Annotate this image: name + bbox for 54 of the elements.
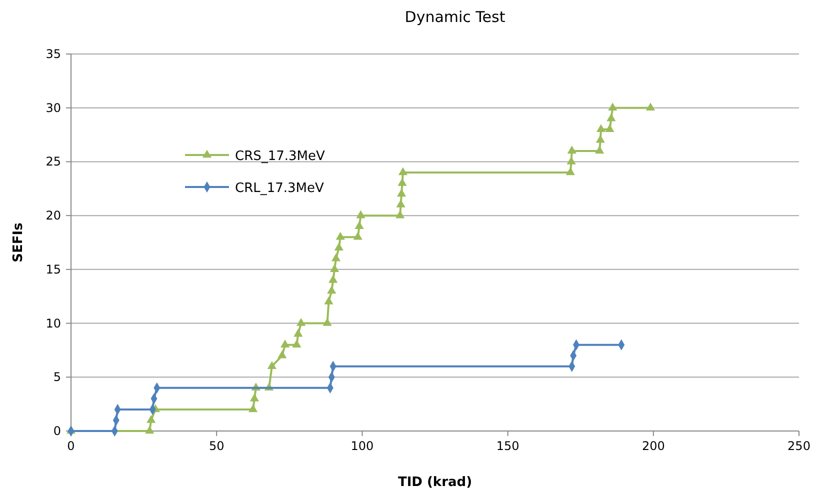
point xyxy=(294,328,303,337)
point xyxy=(395,210,405,218)
point xyxy=(396,188,406,197)
point xyxy=(328,274,338,283)
x-tick-label: 0 xyxy=(67,439,75,453)
point xyxy=(248,404,258,412)
point xyxy=(145,426,154,434)
point xyxy=(292,340,302,348)
point xyxy=(250,393,260,402)
x-axis-title: TID (krad) xyxy=(398,475,472,490)
y-tick-label: 35 xyxy=(46,47,61,61)
y-tick-label: 30 xyxy=(46,100,61,115)
x-tick-label: 250 xyxy=(788,439,810,453)
point xyxy=(567,146,576,154)
point xyxy=(322,318,332,326)
point xyxy=(327,286,336,294)
point xyxy=(353,232,362,240)
x-tick-label: 200 xyxy=(642,439,665,453)
point xyxy=(324,296,334,304)
point xyxy=(566,167,575,176)
legend-label: CRS_17.3MeV xyxy=(235,149,326,164)
point xyxy=(267,361,276,370)
point xyxy=(605,124,614,132)
point xyxy=(336,232,345,240)
x-tick-label: 100 xyxy=(350,439,374,453)
point xyxy=(331,253,341,262)
y-tick-label: 10 xyxy=(46,316,61,330)
point xyxy=(594,146,604,154)
y-tick-label: 15 xyxy=(46,262,61,276)
point xyxy=(280,340,290,348)
point xyxy=(596,124,606,132)
point xyxy=(278,350,287,358)
point xyxy=(296,318,306,326)
y-axis-title: SEFIs xyxy=(11,222,26,262)
legend-label: CRL_17.3MeV xyxy=(235,181,324,196)
y-tick-label: 0 xyxy=(53,424,61,438)
point xyxy=(396,200,406,208)
point xyxy=(596,134,605,143)
point xyxy=(330,264,340,272)
point xyxy=(146,414,156,423)
point xyxy=(356,210,366,218)
y-tick-label: 5 xyxy=(53,370,61,384)
y-tick-label: 25 xyxy=(46,154,61,169)
point xyxy=(398,178,407,186)
x-tick-label: 150 xyxy=(496,439,520,453)
point xyxy=(354,221,364,229)
y-tick-label: 20 xyxy=(46,208,61,223)
x-tick-label: 50 xyxy=(208,439,224,453)
point xyxy=(334,242,344,251)
point xyxy=(398,167,408,176)
point xyxy=(646,102,656,110)
point xyxy=(606,113,616,122)
chart-title: Dynamic Test xyxy=(404,8,506,26)
point xyxy=(608,102,618,110)
